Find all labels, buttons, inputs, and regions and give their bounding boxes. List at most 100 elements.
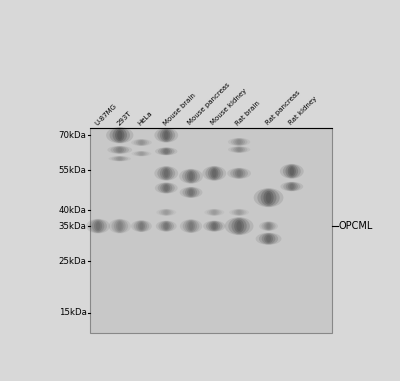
Text: OPCML: OPCML: [339, 221, 373, 231]
Ellipse shape: [183, 220, 200, 233]
Ellipse shape: [185, 170, 197, 182]
Ellipse shape: [113, 146, 126, 153]
Ellipse shape: [159, 209, 174, 216]
Ellipse shape: [116, 221, 124, 231]
Ellipse shape: [117, 131, 122, 140]
Ellipse shape: [286, 182, 298, 190]
Ellipse shape: [237, 140, 241, 144]
Ellipse shape: [132, 151, 151, 156]
Ellipse shape: [110, 146, 129, 154]
Ellipse shape: [157, 128, 175, 142]
Ellipse shape: [232, 209, 246, 216]
Ellipse shape: [189, 223, 193, 230]
Ellipse shape: [266, 192, 271, 203]
Ellipse shape: [257, 189, 280, 207]
Text: U-87MG: U-87MG: [94, 102, 118, 126]
Ellipse shape: [182, 169, 200, 183]
Ellipse shape: [208, 167, 221, 180]
Ellipse shape: [118, 222, 122, 230]
Text: Rat brain: Rat brain: [235, 99, 262, 126]
Ellipse shape: [207, 209, 222, 216]
Ellipse shape: [288, 183, 296, 190]
Ellipse shape: [236, 221, 242, 231]
Ellipse shape: [264, 234, 273, 243]
Ellipse shape: [237, 148, 241, 151]
Ellipse shape: [134, 221, 149, 232]
Ellipse shape: [136, 151, 147, 156]
Ellipse shape: [231, 138, 248, 146]
Ellipse shape: [162, 130, 170, 141]
Ellipse shape: [164, 210, 168, 214]
Ellipse shape: [108, 219, 131, 234]
Ellipse shape: [229, 209, 249, 216]
Ellipse shape: [156, 209, 176, 216]
Ellipse shape: [162, 184, 170, 192]
Ellipse shape: [290, 184, 294, 189]
Ellipse shape: [212, 210, 216, 214]
Ellipse shape: [182, 187, 200, 198]
Ellipse shape: [138, 152, 145, 155]
Ellipse shape: [185, 187, 197, 197]
Ellipse shape: [203, 221, 226, 232]
Ellipse shape: [164, 131, 168, 139]
Text: 25kDa: 25kDa: [59, 257, 86, 266]
Ellipse shape: [158, 183, 175, 193]
Ellipse shape: [114, 156, 126, 161]
Ellipse shape: [136, 221, 147, 231]
Ellipse shape: [118, 157, 122, 160]
Text: Mouse brain: Mouse brain: [162, 92, 196, 126]
Ellipse shape: [267, 224, 270, 229]
Ellipse shape: [164, 223, 168, 229]
Text: Mouse kidney: Mouse kidney: [210, 88, 248, 126]
Ellipse shape: [235, 147, 243, 152]
Ellipse shape: [180, 187, 202, 198]
Ellipse shape: [228, 146, 250, 153]
Ellipse shape: [138, 222, 145, 231]
Ellipse shape: [261, 189, 276, 206]
Ellipse shape: [164, 149, 168, 154]
Ellipse shape: [155, 182, 178, 194]
Ellipse shape: [230, 168, 248, 179]
Ellipse shape: [262, 222, 276, 231]
Ellipse shape: [96, 222, 100, 230]
Ellipse shape: [161, 210, 172, 215]
Ellipse shape: [140, 223, 144, 229]
Ellipse shape: [204, 209, 224, 216]
Ellipse shape: [160, 148, 172, 155]
Ellipse shape: [116, 157, 124, 160]
Ellipse shape: [187, 188, 195, 197]
Ellipse shape: [134, 139, 149, 146]
Text: 40kDa: 40kDa: [59, 205, 86, 215]
Ellipse shape: [236, 210, 242, 215]
Ellipse shape: [110, 128, 130, 143]
Ellipse shape: [288, 166, 296, 177]
Text: Rat pancreas: Rat pancreas: [264, 90, 301, 126]
Ellipse shape: [233, 168, 246, 178]
Ellipse shape: [266, 235, 271, 242]
Ellipse shape: [189, 172, 193, 180]
Text: Mouse pancreas: Mouse pancreas: [187, 82, 231, 126]
Ellipse shape: [160, 129, 172, 142]
Text: 70kDa: 70kDa: [59, 131, 86, 140]
Ellipse shape: [187, 171, 195, 182]
Ellipse shape: [283, 164, 301, 178]
Ellipse shape: [131, 220, 152, 232]
Ellipse shape: [112, 128, 127, 142]
Ellipse shape: [140, 152, 143, 155]
Ellipse shape: [179, 169, 203, 184]
Ellipse shape: [265, 223, 272, 230]
Ellipse shape: [227, 168, 251, 179]
Ellipse shape: [234, 210, 244, 215]
Ellipse shape: [108, 156, 131, 161]
Ellipse shape: [208, 221, 220, 231]
Ellipse shape: [111, 219, 128, 233]
Ellipse shape: [212, 223, 216, 229]
Text: 293T: 293T: [116, 110, 132, 126]
Ellipse shape: [131, 139, 152, 146]
Ellipse shape: [160, 183, 172, 193]
Ellipse shape: [155, 147, 178, 155]
Text: Rat kidney: Rat kidney: [288, 96, 318, 126]
Ellipse shape: [286, 165, 298, 178]
Ellipse shape: [235, 139, 243, 145]
Ellipse shape: [89, 219, 107, 233]
